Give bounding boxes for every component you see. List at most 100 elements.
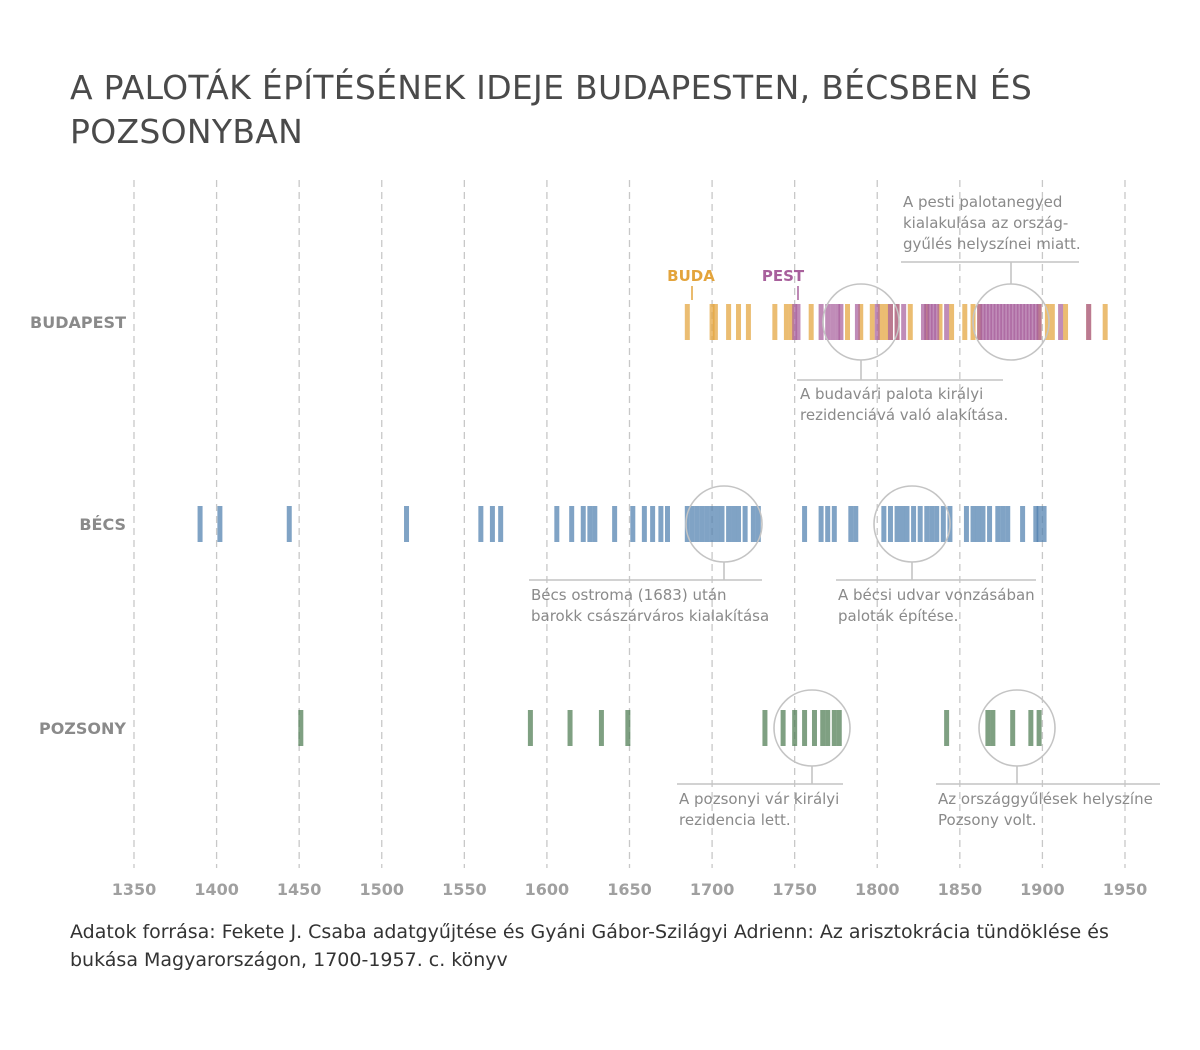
row-label: POZSONY [39, 719, 126, 738]
annotation-text: Pozsony volt. [938, 811, 1037, 829]
row-labels: BUDAPEST BÉCS POZSONY [30, 313, 126, 738]
event-bar [940, 506, 946, 542]
annotation-text: rezidencia lett. [679, 811, 791, 829]
x-tick-label: 1900 [1020, 880, 1065, 899]
event-bar [878, 304, 884, 340]
event-bar [825, 506, 831, 542]
event-bar [1026, 304, 1032, 340]
event-bar [286, 506, 292, 542]
chart-title: A PALOTÁK ÉPÍTÉSÉNEK IDEJE BUDAPESTEN, B… [70, 68, 1033, 151]
event-bar [1044, 304, 1050, 340]
event-bar [1010, 710, 1016, 746]
event-bar [694, 506, 700, 542]
x-tick-label: 1600 [525, 880, 570, 899]
event-bar [975, 506, 981, 542]
event-bar [887, 304, 893, 340]
event-bar [612, 506, 618, 542]
event-bar [580, 506, 586, 542]
event-bar [587, 506, 593, 542]
event-bar [762, 710, 768, 746]
x-tick-label: 1700 [690, 880, 735, 899]
x-tick-label: 1850 [938, 880, 983, 899]
event-bar [726, 506, 732, 542]
event-bar [995, 506, 1001, 542]
event-bar [750, 506, 756, 542]
event-bar [658, 506, 664, 542]
event-bar [802, 710, 808, 746]
event-bar [920, 304, 926, 340]
event-bar [684, 304, 690, 340]
event-bar [830, 304, 836, 340]
annotation-text: Az országgyűlések helyszíne [938, 790, 1153, 808]
event-bar [772, 304, 778, 340]
event-bar [835, 304, 841, 340]
event-bar [478, 506, 484, 542]
event-bar [1003, 304, 1009, 340]
event-bar [825, 304, 831, 340]
event-bar [838, 304, 844, 340]
annotation-callout: A budavári palota királyi rezidenciává va… [797, 283, 1008, 424]
event-bar [944, 710, 950, 746]
event-bar [970, 506, 976, 542]
series-0-1 [792, 304, 1092, 340]
event-bar [1028, 710, 1034, 746]
event-bar [963, 506, 969, 542]
event-bar [217, 506, 223, 542]
annotation-text: Bécs ostroma (1683) után [531, 586, 727, 604]
event-bar [1016, 304, 1022, 340]
x-tick-label: 1400 [194, 880, 239, 899]
event-bar [704, 506, 710, 542]
annotation-text: barokk császárváros kialakítása [531, 607, 769, 625]
event-bar [780, 710, 786, 746]
event-bar [1013, 304, 1019, 340]
event-bar [825, 710, 831, 746]
event-bar [907, 304, 913, 340]
event-bar [650, 506, 656, 542]
event-bar [990, 710, 996, 746]
event-bar [934, 506, 940, 542]
event-bar [569, 506, 575, 542]
event-bar [937, 304, 943, 340]
event-bar [592, 506, 598, 542]
event-bar [911, 506, 917, 542]
event-bar [745, 304, 751, 340]
event-bar [818, 506, 824, 542]
event-bar [927, 304, 933, 340]
event-bar [197, 506, 203, 542]
event-bar [987, 506, 993, 542]
event-bar [714, 506, 720, 542]
series-1-0 [197, 506, 1047, 542]
event-bar [808, 304, 814, 340]
event-bar [709, 304, 715, 340]
event-bar [874, 304, 880, 340]
annotations: BUDA PEST A budavári palota királyi reziden… [529, 193, 1160, 829]
annotation-callout: A bécsi udvar vonzásában paloták építése. [836, 485, 1036, 625]
event-bar [684, 506, 690, 542]
event-bar [858, 304, 864, 340]
event-bar [625, 710, 631, 746]
event-bar [901, 304, 907, 340]
event-bar [887, 506, 893, 542]
event-bar [404, 506, 410, 542]
annotation-text: rezidenciává való alakítása. [800, 406, 1008, 424]
event-bar [1000, 304, 1006, 340]
event-bar [1000, 506, 1006, 542]
event-bar [894, 506, 900, 542]
annotation-callout: A pesti palotanegyed kialakulása az orszá… [901, 193, 1081, 361]
event-bar [987, 304, 993, 340]
event-bar [712, 304, 718, 340]
event-bar [755, 506, 761, 542]
event-bar [1036, 506, 1042, 542]
x-tick-label: 1350 [112, 880, 157, 899]
event-bar [929, 506, 935, 542]
x-tick-label: 1750 [772, 880, 817, 899]
event-bar [567, 710, 573, 746]
event-bar [742, 506, 748, 542]
grid-layer [133, 180, 1126, 868]
event-bar [664, 506, 670, 542]
event-bar [1010, 304, 1016, 340]
event-bar [904, 506, 910, 542]
event-bar [977, 304, 983, 340]
event-bar [1030, 304, 1036, 340]
